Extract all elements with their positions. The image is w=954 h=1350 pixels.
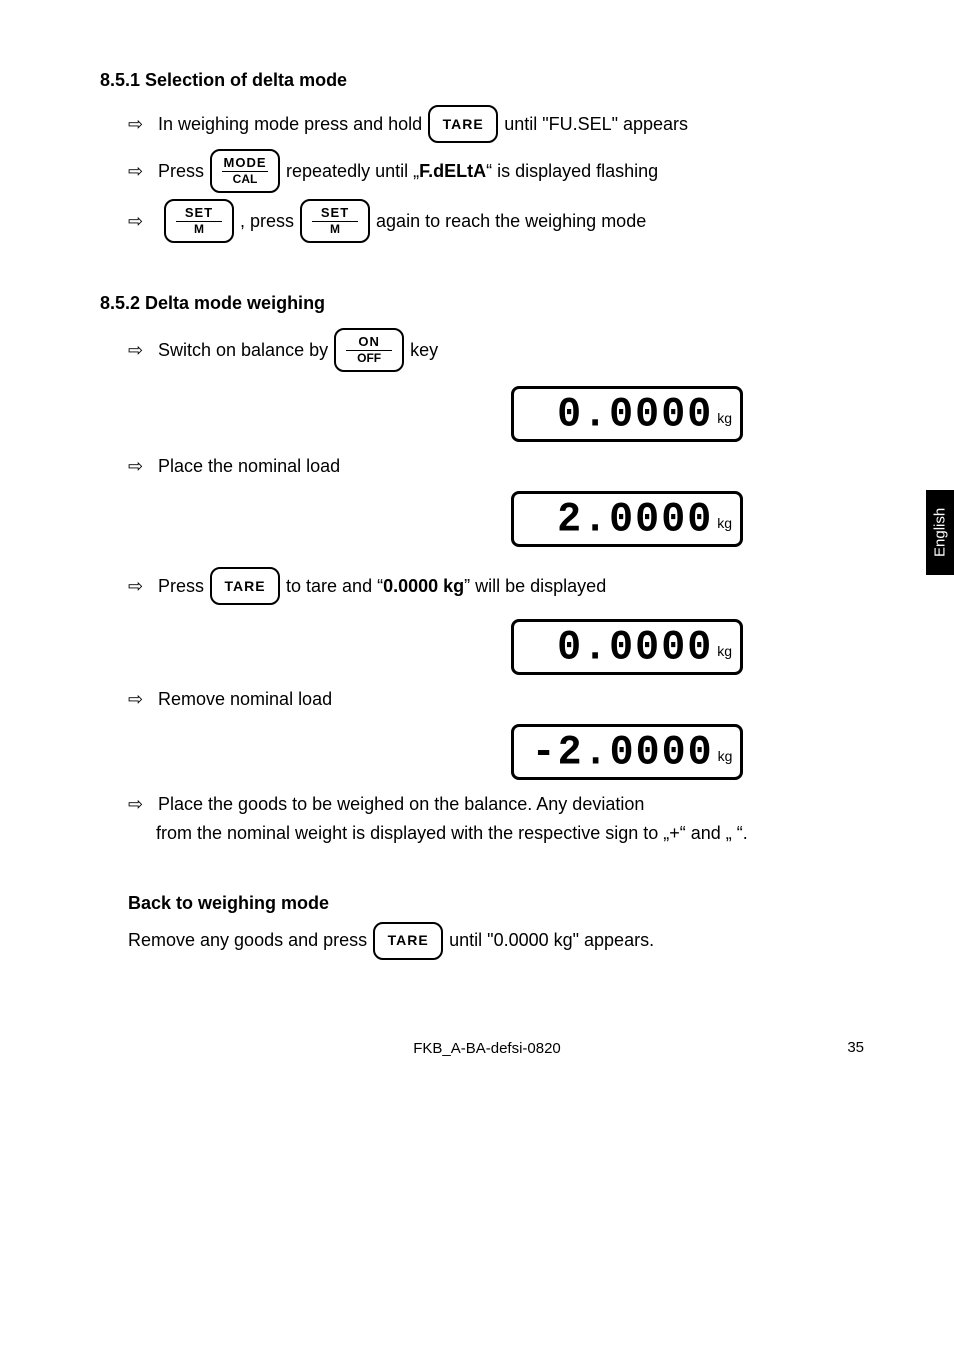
page: English 8.5.1 Selection of delta mode ⇨ … [0, 0, 954, 1116]
arrow-icon: ⇨ [128, 456, 150, 477]
button-label-bot: M [194, 223, 204, 236]
text: Remove nominal load [158, 689, 332, 710]
text: Place the nominal load [158, 456, 340, 477]
text: , press [240, 211, 294, 232]
tare-button: TARE [210, 567, 280, 605]
section-title-2: 8.5.2 Delta mode weighing [100, 293, 874, 314]
text: until "0.0000 kg" appears. [449, 930, 654, 951]
step-3: ⇨ SET M , press SET M again to reach the… [128, 199, 874, 243]
text: to tare and “ [286, 576, 383, 597]
language-tab: English [926, 490, 954, 575]
step-1: ⇨ In weighing mode press and hold TARE u… [128, 105, 874, 143]
tare-button: TARE [428, 105, 498, 143]
footer: FKB_A-BA-defsi-0820 35 [100, 1040, 874, 1056]
on-off-button: ON OFF [334, 328, 404, 372]
arrow-icon: ⇨ [128, 794, 150, 815]
lcd-row: 0.0000 kg [380, 611, 874, 683]
button-label-top: SET [185, 206, 213, 220]
arrow-icon: ⇨ [128, 340, 150, 361]
page-number: 35 [847, 1039, 864, 1056]
arrow-icon: ⇨ [128, 161, 150, 182]
arrow-icon: ⇨ [128, 114, 150, 135]
button-label-top: MODE [224, 156, 267, 170]
back-title: Back to weighing mode [128, 891, 874, 915]
button-label-top: ON [358, 335, 380, 349]
set-m-button: SET M [164, 199, 234, 243]
set-m-button: SET M [300, 199, 370, 243]
button-label: TARE [443, 117, 484, 132]
step-2: ⇨ Press MODE CAL repeatedly until „ F.dE… [128, 149, 874, 193]
lcd-value: 2.0000 [557, 497, 713, 544]
text: again to reach the weighing mode [376, 211, 646, 232]
lcd-unit: kg [717, 643, 732, 659]
lcd-display: 0.0000 kg [511, 619, 743, 675]
zero-text: 0.0000 kg [383, 576, 464, 597]
lcd-value: 0.0000 [557, 625, 713, 672]
button-label-top: SET [321, 206, 349, 220]
arrow-icon: ⇨ [128, 576, 150, 597]
text: Place the goods to be weighed on the bal… [158, 794, 644, 815]
text: ” will be displayed [464, 576, 606, 597]
button-label-bot: M [330, 223, 340, 236]
text: Switch on balance by [158, 340, 328, 361]
arrow-icon: ⇨ [128, 211, 150, 232]
text: key [410, 340, 438, 361]
footer-doc-id: FKB_A-BA-defsi-0820 [413, 1040, 561, 1057]
lcd-value: 0.0000 [557, 392, 713, 439]
button-label: TARE [388, 933, 429, 948]
lcd-row: -2.0000 kg [380, 716, 874, 788]
lcd-value: -2.0000 [532, 730, 714, 777]
lcd-display: 2.0000 kg [511, 491, 743, 547]
step-place-nominal: ⇨ Place the nominal load [128, 456, 874, 477]
step-tare: ⇨ Press TARE to tare and “ 0.0000 kg ” w… [128, 567, 874, 605]
text: Remove any goods and press [128, 930, 367, 951]
lcd-display: -2.0000 kg [511, 724, 744, 780]
button-label-bot: OFF [357, 352, 381, 365]
text: Press [158, 161, 204, 182]
text: “ is displayed flashing [486, 161, 658, 182]
lcd-unit: kg [717, 515, 732, 531]
flash-text: F.dELtA [419, 161, 486, 182]
step-place-goods: ⇨ Place the goods to be weighed on the b… [128, 794, 874, 815]
button-label: TARE [224, 579, 265, 594]
text: until "FU.SEL" appears [504, 114, 688, 135]
text: In weighing mode press and hold [158, 114, 422, 135]
text: repeatedly until „ [286, 161, 419, 182]
lcd-unit: kg [717, 410, 732, 426]
text: Press [158, 576, 204, 597]
step-switch-on: ⇨ Switch on balance by ON OFF key [128, 328, 874, 372]
mode-cal-button: MODE CAL [210, 149, 280, 193]
tare-button: TARE [373, 922, 443, 960]
step-remove: ⇨ Remove nominal load [128, 689, 874, 710]
button-label-bot: CAL [233, 173, 258, 186]
lcd-unit: kg [718, 748, 733, 764]
section-title-1: 8.5.1 Selection of delta mode [100, 70, 874, 91]
lcd-row: 2.0000 kg [380, 483, 874, 555]
step-back: Remove any goods and press TARE until "0… [128, 922, 874, 960]
step-place-goods-cont: from the nominal weight is displayed wit… [156, 821, 874, 845]
lcd-row: 0.0000 kg [380, 378, 874, 450]
arrow-icon: ⇨ [128, 689, 150, 710]
lcd-display: 0.0000 kg [511, 386, 743, 442]
